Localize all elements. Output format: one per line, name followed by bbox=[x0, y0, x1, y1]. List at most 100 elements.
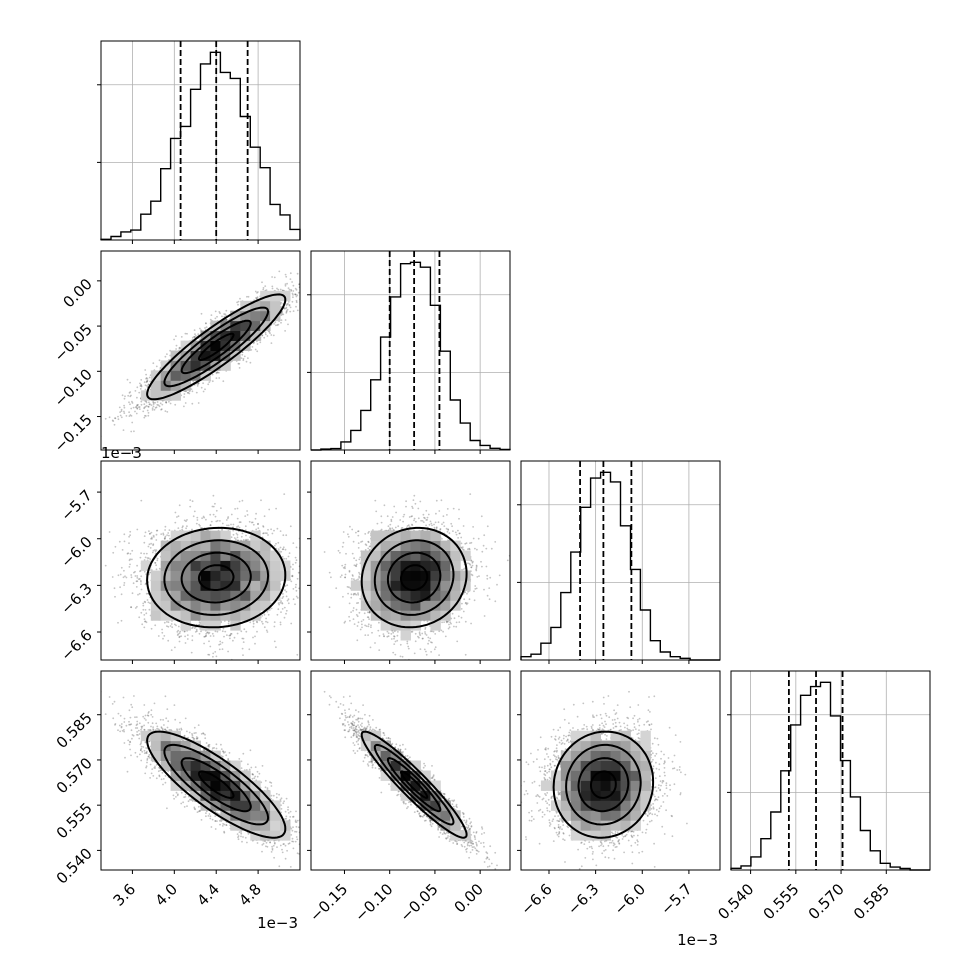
density-cell bbox=[180, 380, 191, 391]
sample-point bbox=[191, 626, 194, 629]
sample-point bbox=[151, 409, 154, 411]
sample-point bbox=[255, 297, 257, 299]
sample-point bbox=[237, 362, 240, 365]
sample-point bbox=[197, 383, 199, 386]
sample-point bbox=[327, 268, 329, 270]
sample-point bbox=[295, 305, 297, 308]
sample-point bbox=[187, 391, 190, 394]
sample-point bbox=[148, 403, 151, 406]
density-cell bbox=[230, 340, 241, 351]
sample-point bbox=[145, 400, 148, 403]
sample-point bbox=[156, 401, 159, 403]
sample-point bbox=[262, 526, 265, 528]
sample-point bbox=[178, 504, 181, 507]
density-cell bbox=[270, 300, 281, 312]
sample-point bbox=[129, 552, 132, 555]
sample-point bbox=[138, 391, 141, 394]
sample-point bbox=[173, 338, 176, 341]
sample-point bbox=[289, 272, 292, 275]
sample-point bbox=[202, 390, 205, 393]
sample-point bbox=[277, 548, 280, 550]
density-cell bbox=[170, 370, 181, 381]
sample-point bbox=[145, 415, 147, 417]
sample-point bbox=[127, 552, 130, 555]
sample-point bbox=[287, 323, 289, 326]
sample-point bbox=[175, 344, 178, 347]
sample-point bbox=[256, 296, 259, 299]
sample-point bbox=[288, 288, 291, 291]
sample-point bbox=[215, 372, 218, 375]
sample-point bbox=[266, 335, 269, 337]
sample-point bbox=[134, 406, 137, 409]
sample-point bbox=[268, 331, 271, 333]
sample-point bbox=[291, 292, 294, 295]
sample-point bbox=[264, 333, 267, 336]
sample-point bbox=[242, 357, 245, 360]
sample-point bbox=[341, 236, 343, 238]
density-cell bbox=[230, 330, 241, 341]
sample-point bbox=[295, 289, 298, 291]
sample-point bbox=[219, 640, 222, 643]
sample-point bbox=[295, 299, 298, 302]
contour-level-4 bbox=[146, 293, 287, 401]
sample-point bbox=[178, 346, 181, 349]
sample-point bbox=[112, 420, 115, 422]
sample-point bbox=[236, 301, 239, 304]
sample-point bbox=[193, 336, 196, 338]
sample-point bbox=[281, 608, 284, 610]
sample-point bbox=[159, 402, 162, 405]
sample-point bbox=[211, 373, 214, 376]
sample-point bbox=[267, 534, 269, 536]
sample-point bbox=[285, 312, 288, 314]
sample-point bbox=[125, 415, 128, 417]
sample-point bbox=[130, 415, 133, 417]
sample-point bbox=[221, 315, 223, 318]
sample-point bbox=[218, 311, 221, 313]
sample-point bbox=[145, 381, 148, 384]
sample-point bbox=[222, 380, 225, 383]
sample-point bbox=[277, 288, 280, 291]
sample-point bbox=[282, 548, 285, 551]
sample-point bbox=[286, 303, 289, 305]
sample-point bbox=[136, 407, 139, 409]
sample-point bbox=[122, 429, 125, 431]
sample-point bbox=[164, 410, 167, 412]
sample-point bbox=[123, 397, 126, 400]
sample-point bbox=[204, 635, 206, 638]
sample-point bbox=[280, 314, 283, 316]
sample-point bbox=[208, 631, 211, 634]
sample-point bbox=[216, 315, 218, 318]
sample-point bbox=[144, 414, 146, 417]
sample-point bbox=[205, 326, 208, 328]
sample-point bbox=[305, 273, 307, 275]
sample-point bbox=[225, 309, 228, 312]
density-cell bbox=[200, 340, 211, 351]
sample-point bbox=[130, 394, 132, 397]
sample-point bbox=[279, 288, 282, 291]
sample-point bbox=[161, 403, 164, 406]
sample-point bbox=[145, 380, 148, 383]
sample-point bbox=[248, 520, 251, 523]
sample-point bbox=[129, 381, 132, 384]
sample-point bbox=[120, 416, 123, 419]
sample-point bbox=[284, 330, 286, 332]
density-cell bbox=[250, 310, 261, 322]
sample-point bbox=[131, 402, 134, 404]
sample-point bbox=[204, 388, 206, 391]
sample-point bbox=[224, 313, 227, 316]
sample-point bbox=[139, 382, 141, 385]
sample-point bbox=[174, 403, 177, 406]
sample-point bbox=[249, 361, 252, 364]
sample-point bbox=[191, 402, 194, 405]
sample-point bbox=[195, 335, 197, 337]
sample-point bbox=[127, 394, 130, 397]
sample-point bbox=[214, 310, 217, 313]
sample-point bbox=[164, 535, 167, 538]
sample-point bbox=[121, 394, 124, 397]
sample-point bbox=[141, 623, 144, 626]
sample-point bbox=[158, 405, 161, 408]
sample-point bbox=[204, 327, 206, 329]
density-cell bbox=[250, 320, 261, 331]
sample-point bbox=[154, 407, 157, 409]
